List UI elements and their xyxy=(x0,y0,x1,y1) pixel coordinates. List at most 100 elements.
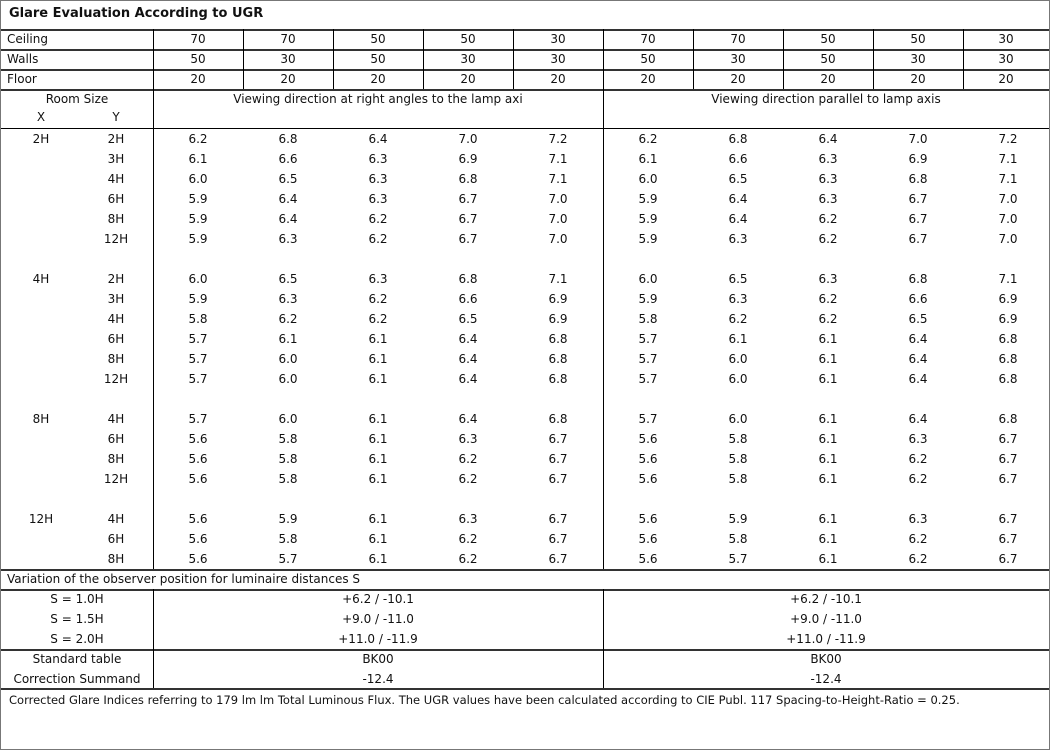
ugr-value-right-angles: 6.0 xyxy=(188,172,208,186)
variation-label: Variation of the observer position for l… xyxy=(7,572,361,586)
ugr-value-parallel: 6.1 xyxy=(638,152,658,166)
reflectance-label-walls: Walls xyxy=(7,52,39,66)
ugr-value-right-angles: 5.6 xyxy=(188,552,208,566)
ugr-value-parallel: 6.7 xyxy=(908,232,928,246)
room-x-value: 12H xyxy=(28,512,54,526)
reflectance-value-floor: 20 xyxy=(730,72,746,86)
ugr-value-right-angles: 6.8 xyxy=(548,332,568,346)
room-y-value: 2H xyxy=(107,132,125,146)
divider xyxy=(1,128,1049,129)
ugr-value-right-angles: 6.6 xyxy=(458,292,478,306)
ugr-value-parallel: 6.2 xyxy=(728,312,748,326)
variation-value-parallel: +6.2 / -10.1 xyxy=(790,592,862,606)
ugr-value-parallel: 5.8 xyxy=(728,432,748,446)
variation-value-right-angles: +9.0 / -11.0 xyxy=(342,612,414,626)
ugr-value-parallel: 5.8 xyxy=(728,472,748,486)
ugr-value-right-angles: 5.9 xyxy=(188,232,208,246)
ugr-value-parallel: 6.1 xyxy=(818,532,838,546)
ugr-value-parallel: 6.0 xyxy=(638,172,658,186)
reflectance-value-walls: 30 xyxy=(910,52,926,66)
ugr-value-right-angles: 5.6 xyxy=(188,512,208,526)
ugr-value-right-angles: 6.9 xyxy=(548,292,568,306)
ugr-value-right-angles: 6.8 xyxy=(458,272,478,286)
ugr-value-parallel: 5.7 xyxy=(638,412,658,426)
ugr-value-parallel: 6.1 xyxy=(818,372,838,386)
divider xyxy=(963,29,964,89)
ugr-value-parallel: 6.7 xyxy=(998,532,1018,546)
divider xyxy=(693,29,694,89)
spacing-label: S = 1.0H xyxy=(50,592,104,606)
ugr-value-parallel: 6.4 xyxy=(908,372,928,386)
ugr-value-parallel: 6.8 xyxy=(998,372,1018,386)
room-y-value: 4H xyxy=(107,512,125,526)
reflectance-label-floor: Floor xyxy=(7,72,37,86)
ugr-value-right-angles: 6.3 xyxy=(368,192,388,206)
room-x-value: 4H xyxy=(32,272,50,286)
ugr-value-parallel: 5.9 xyxy=(728,512,748,526)
standard-value-right-angles: BK00 xyxy=(362,652,394,666)
ugr-value-parallel: 6.8 xyxy=(998,412,1018,426)
room-y-value: 4H xyxy=(107,312,125,326)
ugr-value-right-angles: 6.5 xyxy=(278,272,298,286)
divider xyxy=(873,29,874,89)
ugr-value-parallel: 6.1 xyxy=(818,332,838,346)
reflectance-value-walls: 50 xyxy=(190,52,206,66)
ugr-value-right-angles: 6.2 xyxy=(458,532,478,546)
divider xyxy=(1,49,1049,51)
divider xyxy=(153,89,154,569)
ugr-value-right-angles: 6.7 xyxy=(458,192,478,206)
reflectance-value-ceiling: 70 xyxy=(190,32,206,46)
ugr-value-right-angles: 6.1 xyxy=(368,412,388,426)
ugr-value-right-angles: 6.8 xyxy=(278,132,298,146)
ugr-value-right-angles: 6.1 xyxy=(368,532,388,546)
ugr-value-parallel: 6.4 xyxy=(908,332,928,346)
reflectance-value-walls: 50 xyxy=(640,52,656,66)
ugr-value-right-angles: 6.8 xyxy=(458,172,478,186)
ugr-value-right-angles: 5.7 xyxy=(278,552,298,566)
ugr-value-right-angles: 5.9 xyxy=(188,292,208,306)
reflectance-value-ceiling: 70 xyxy=(730,32,746,46)
ugr-value-right-angles: 6.1 xyxy=(368,352,388,366)
ugr-value-right-angles: 6.1 xyxy=(368,512,388,526)
ugr-value-right-angles: 5.6 xyxy=(188,452,208,466)
reflectance-value-walls: 30 xyxy=(550,52,566,66)
ugr-value-parallel: 6.5 xyxy=(728,172,748,186)
room-y-value: 8H xyxy=(107,452,125,466)
reflectance-label-ceiling: Ceiling xyxy=(7,32,48,46)
room-y-value: 12H xyxy=(103,472,129,486)
divider xyxy=(243,29,244,89)
ugr-value-right-angles: 6.7 xyxy=(458,232,478,246)
ugr-value-parallel: 6.0 xyxy=(638,272,658,286)
ugr-value-parallel: 7.1 xyxy=(998,152,1018,166)
ugr-value-parallel: 5.7 xyxy=(638,352,658,366)
ugr-value-parallel: 5.6 xyxy=(638,512,658,526)
ugr-value-parallel: 6.2 xyxy=(908,552,928,566)
reflectance-value-floor: 20 xyxy=(370,72,386,86)
ugr-value-right-angles: 6.2 xyxy=(368,232,388,246)
ugr-value-right-angles: 6.5 xyxy=(458,312,478,326)
room-y-value: 6H xyxy=(107,532,125,546)
reflectance-value-floor: 20 xyxy=(190,72,206,86)
ugr-value-right-angles: 7.0 xyxy=(458,132,478,146)
ugr-value-right-angles: 6.1 xyxy=(368,452,388,466)
ugr-value-parallel: 6.1 xyxy=(818,552,838,566)
reflectance-value-walls: 30 xyxy=(280,52,296,66)
ugr-value-right-angles: 5.8 xyxy=(278,452,298,466)
ugr-value-right-angles: 6.3 xyxy=(368,172,388,186)
ugr-value-right-angles: 6.2 xyxy=(368,292,388,306)
ugr-value-parallel: 6.7 xyxy=(908,212,928,226)
ugr-value-parallel: 6.8 xyxy=(908,172,928,186)
ugr-value-parallel: 6.3 xyxy=(818,152,838,166)
divider xyxy=(423,29,424,89)
ugr-value-right-angles: 6.0 xyxy=(188,272,208,286)
footer-note: Corrected Glare Indices referring to 179… xyxy=(9,693,960,707)
reflectance-value-walls: 30 xyxy=(460,52,476,66)
ugr-value-right-angles: 6.7 xyxy=(548,432,568,446)
ugr-value-right-angles: 5.9 xyxy=(188,212,208,226)
ugr-value-parallel: 6.0 xyxy=(728,352,748,366)
variation-value-parallel: +11.0 / -11.9 xyxy=(786,632,866,646)
spacing-label: S = 2.0H xyxy=(50,632,104,646)
ugr-value-parallel: 6.4 xyxy=(728,192,748,206)
room-y-value: 8H xyxy=(107,352,125,366)
